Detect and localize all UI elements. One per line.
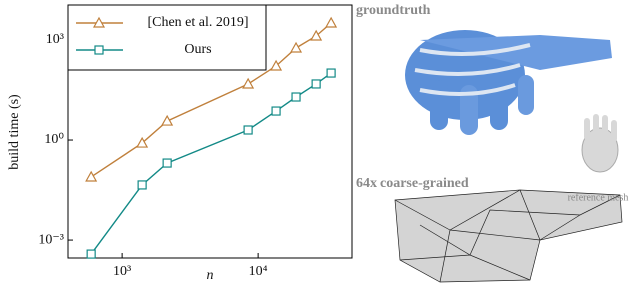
- y-axis-label: build time (s): [7, 94, 22, 170]
- legend-label: [Chen et al. 2019]: [147, 15, 248, 30]
- panel-label: coarse-grained: [380, 176, 469, 191]
- data-point: [138, 181, 146, 189]
- data-point: [312, 80, 320, 88]
- y-tick-label: 10⁰: [44, 132, 64, 147]
- data-point: [163, 159, 171, 167]
- data-point: [272, 107, 280, 115]
- reference-label: reference mesh: [568, 192, 629, 203]
- data-point: [292, 93, 300, 101]
- reference-hand: [582, 114, 618, 172]
- x-axis-label: n: [207, 268, 214, 283]
- x-tick-label: 10³: [113, 264, 131, 279]
- y-tick-label: 10³: [46, 32, 64, 47]
- panel-label-prefix: 64x: [356, 176, 377, 191]
- data-point: [162, 116, 172, 125]
- data-point: [327, 69, 335, 77]
- data-point: [243, 79, 253, 88]
- figure: groundtruth 64x coarse-grained reference…: [0, 0, 639, 286]
- x-tick-label: 10⁴: [249, 264, 268, 279]
- legend-marker: [95, 46, 103, 54]
- data-point: [87, 250, 95, 258]
- panel-label: groundtruth: [356, 3, 431, 18]
- data-point: [86, 172, 96, 181]
- y-tick-label: 10⁻³: [38, 232, 64, 247]
- data-point: [291, 43, 301, 52]
- coarse-mesh-render: [395, 190, 622, 282]
- data-point: [326, 18, 336, 27]
- groundtruth-render: [405, 30, 612, 135]
- legend-label: Ours: [184, 42, 211, 57]
- data-point: [244, 126, 252, 134]
